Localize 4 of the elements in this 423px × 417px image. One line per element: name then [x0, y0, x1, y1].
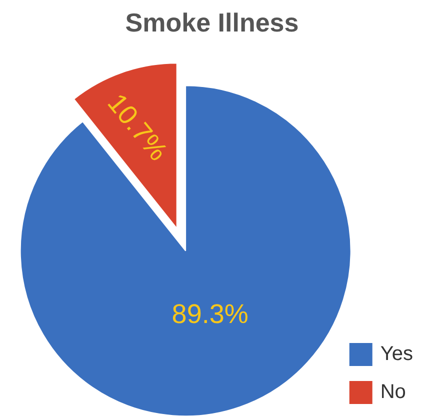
chart-title: Smoke Illness	[125, 8, 299, 38]
data-label: 89.3%	[172, 299, 248, 330]
legend-label: Yes	[380, 342, 413, 366]
legend-label: No	[380, 380, 406, 404]
